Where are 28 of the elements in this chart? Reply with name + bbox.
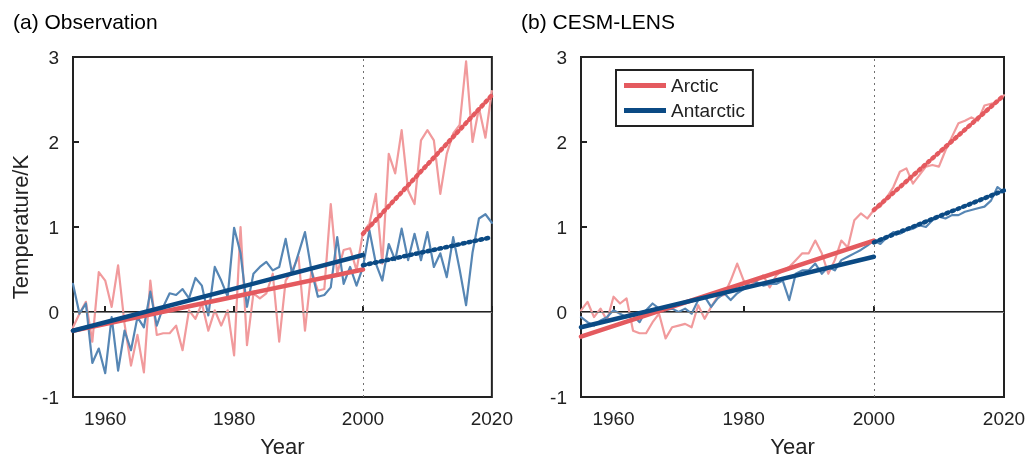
- x-axis-title: Year: [770, 433, 815, 459]
- x-tick-label: 2020: [982, 408, 1026, 429]
- y-axis-title: Temperature/K: [7, 154, 33, 300]
- y-tick-label: 1: [556, 216, 567, 238]
- x-tick-label: 1960: [84, 408, 127, 429]
- line-series: [71, 213, 493, 375]
- y-tick-label: 2: [48, 131, 59, 153]
- legend-label: Arctic: [671, 75, 719, 96]
- y-tick-label: 2: [556, 131, 567, 153]
- y-tick-label: -1: [42, 386, 59, 408]
- x-axis-title: Year: [260, 433, 305, 459]
- y-tick-label: 1: [48, 216, 59, 238]
- x-tick-label: 2000: [852, 408, 895, 429]
- line-series: [71, 60, 493, 374]
- y-tick-label: 3: [48, 46, 59, 68]
- x-tick-label: 2020: [470, 408, 514, 429]
- x-tick-label: 2000: [341, 408, 385, 429]
- line-series: [579, 94, 1006, 340]
- legend-label: Antarctic: [671, 100, 745, 121]
- x-tick-label: 1960: [592, 408, 635, 429]
- y-tick-label: 3: [556, 46, 567, 68]
- y-tick-label: 0: [556, 301, 567, 323]
- y-tick-label: -1: [550, 386, 567, 408]
- chart-title: (a) Observation: [13, 10, 158, 33]
- chart-title: (b) CESM-LENS: [521, 10, 676, 33]
- x-tick-label: 1980: [212, 408, 256, 429]
- y-tick-label: 0: [48, 301, 59, 323]
- x-tick-label: 1980: [722, 408, 765, 429]
